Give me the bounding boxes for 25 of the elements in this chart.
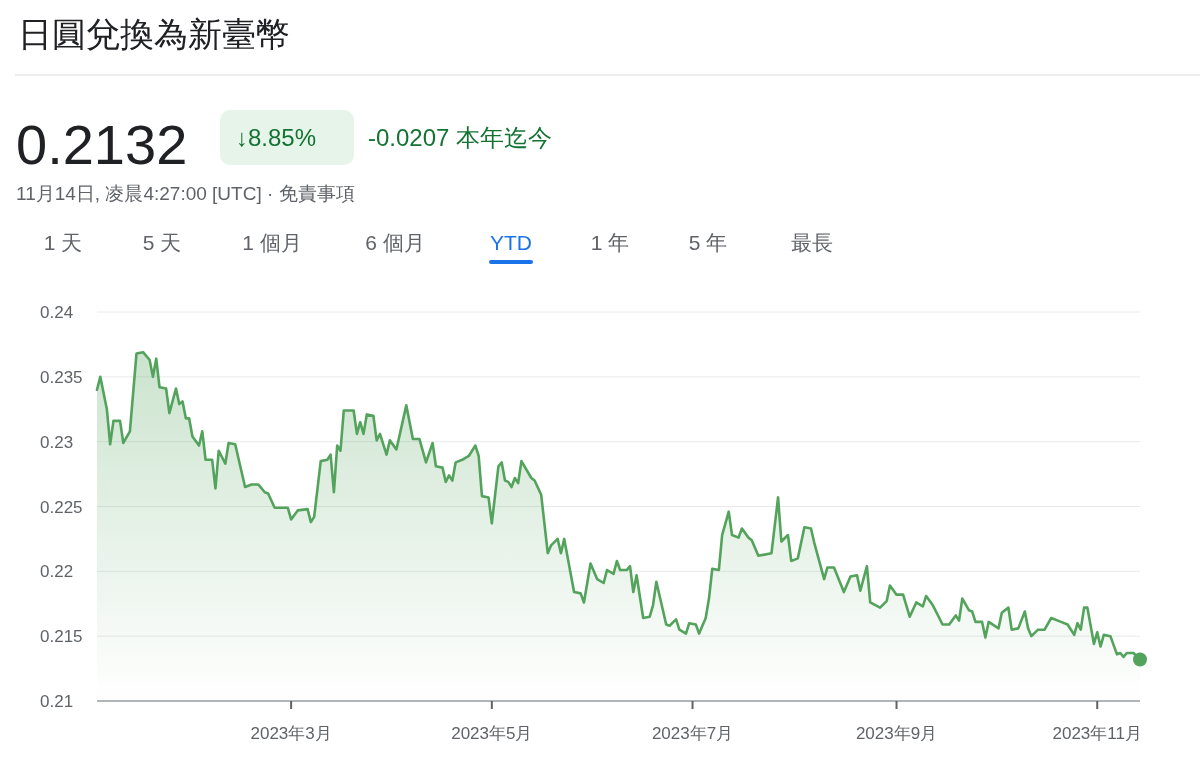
y-tick-label: 0.21 — [40, 692, 74, 711]
text: 6 個月 — [365, 231, 425, 254]
x-tick-label: 2023年5月 — [451, 724, 533, 743]
text: 5 天 — [142, 231, 182, 254]
x-tick-label: 2023年3月 — [250, 724, 332, 743]
y-tick-label: 0.225 — [40, 497, 83, 517]
text: 1 個月 — [242, 231, 302, 254]
text: 1 年 — [590, 231, 630, 254]
y-tick-label: 0.24 — [40, 303, 74, 322]
y-tick-label: 0.23 — [40, 432, 74, 452]
text: -0.0207 本年迄今 — [368, 124, 553, 151]
text: ↓8.85% — [236, 124, 317, 151]
text: 1 天 — [43, 231, 83, 254]
y-tick-label: 0.215 — [40, 627, 83, 647]
text: 0.2132 — [16, 113, 188, 176]
text: 最長 — [791, 231, 833, 254]
x-tick-label: 2023年11月 — [1052, 724, 1142, 743]
chart-subtitle: 11月14日, 凌晨4:27:00 [UTC] · 免責事項 — [16, 183, 355, 204]
x-tick-label: 2023年9月 — [855, 724, 938, 743]
y-tick-label: 0.22 — [40, 562, 74, 582]
chart-title: 日圓兌換為新臺幣 — [18, 15, 290, 53]
text: YTD — [490, 231, 532, 254]
text: 5 年 — [688, 231, 728, 254]
x-tick-label: 2023年7月 — [651, 724, 734, 743]
y-tick-label: 0.235 — [40, 367, 83, 387]
